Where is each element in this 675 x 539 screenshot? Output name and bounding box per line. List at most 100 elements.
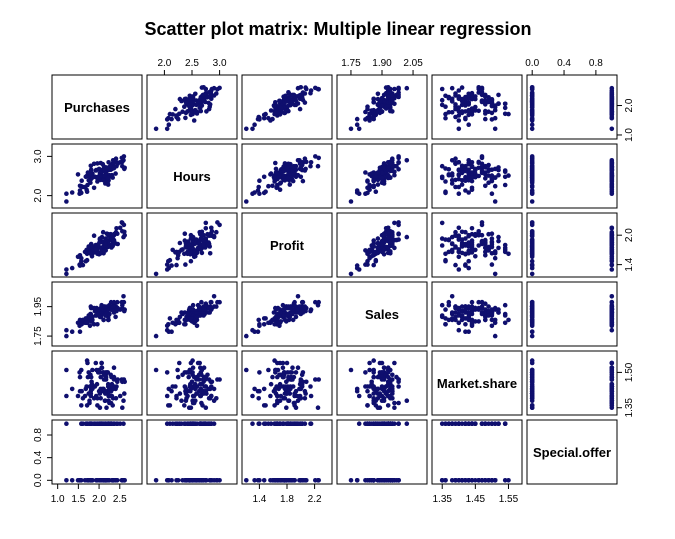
data-point: [166, 258, 171, 264]
data-point: [371, 386, 377, 392]
data-point: [529, 122, 535, 127]
panel-frame: [431, 212, 523, 278]
panel-special-offer-vs-profit: [241, 419, 333, 485]
data-point: [476, 86, 482, 92]
data-point: [443, 179, 448, 184]
data-point: [295, 421, 300, 427]
data-point: [207, 251, 213, 256]
data-point: [290, 92, 295, 98]
diagonal-label-sales: Sales: [365, 307, 399, 322]
data-point: [109, 172, 115, 178]
data-point: [268, 171, 274, 176]
data-point: [79, 478, 84, 483]
data-point: [64, 199, 69, 204]
data-point: [179, 398, 184, 404]
data-point: [483, 94, 488, 99]
data-point: [122, 229, 127, 235]
panel-hours-vs-market-share: [431, 143, 523, 209]
data-point: [308, 384, 313, 389]
data-point: [502, 302, 508, 308]
data-point: [486, 168, 491, 174]
data-point: [363, 370, 368, 375]
data-point: [281, 110, 287, 116]
data-point: [476, 299, 482, 305]
data-point: [121, 421, 126, 427]
data-point: [371, 478, 377, 483]
tick-label: 1.4: [624, 257, 635, 271]
data-point: [463, 262, 468, 267]
data-point: [166, 322, 171, 327]
data-point: [277, 98, 283, 104]
panel-frame: [431, 74, 523, 140]
data-point: [290, 165, 295, 170]
data-point: [479, 98, 485, 104]
data-point: [170, 320, 175, 326]
data-point: [463, 478, 468, 483]
data-point: [529, 170, 535, 175]
data-point: [375, 236, 381, 241]
data-point: [443, 307, 448, 312]
data-point: [479, 232, 485, 238]
data-point: [257, 370, 262, 375]
data-point: [492, 307, 498, 312]
panel-frame: [146, 143, 238, 209]
data-point: [268, 393, 273, 399]
data-point: [206, 90, 212, 95]
data-point: [119, 220, 125, 225]
data-point: [371, 96, 377, 102]
data-point: [95, 421, 100, 427]
tick-label: 1.55: [499, 494, 519, 505]
data-point: [299, 381, 305, 387]
data-point: [166, 115, 171, 121]
data-point: [107, 400, 112, 406]
data-point: [284, 405, 289, 411]
data-point: [193, 241, 198, 246]
data-point: [609, 311, 615, 317]
data-point: [170, 384, 175, 389]
data-point: [453, 262, 458, 268]
data-point: [174, 393, 179, 399]
data-point: [609, 175, 615, 181]
data-point: [77, 262, 82, 267]
data-point: [483, 253, 488, 258]
tick-label: 0.0: [525, 58, 539, 69]
panel-profit-vs-hours: [146, 212, 238, 278]
data-point: [215, 87, 220, 92]
data-point: [443, 166, 448, 171]
data-point: [308, 307, 314, 312]
data-point: [483, 102, 488, 107]
data-point: [489, 175, 495, 181]
data-point: [443, 93, 448, 99]
data-point: [298, 377, 304, 382]
data-point: [290, 317, 296, 323]
panel-profit-vs-sales: [336, 212, 428, 278]
data-point: [186, 242, 192, 247]
data-point: [609, 191, 615, 196]
data-point: [105, 381, 111, 387]
data-point: [371, 244, 377, 249]
diagonal-label-hours: Hours: [173, 169, 211, 184]
data-point: [200, 403, 205, 408]
panel-hours-vs-profit: [241, 143, 333, 209]
tick-label: 0.0: [33, 473, 44, 487]
data-point: [483, 183, 488, 189]
data-point: [371, 262, 377, 268]
data-point: [84, 320, 89, 326]
data-point: [302, 168, 308, 173]
data-point: [89, 381, 95, 387]
data-point: [502, 245, 508, 251]
panel-frame: [51, 212, 143, 278]
data-point: [446, 421, 452, 427]
data-point: [473, 253, 478, 259]
panel-profit-vs-special-offer: [526, 212, 618, 278]
data-point: [297, 478, 302, 483]
data-point: [91, 305, 97, 311]
panel-frame: [431, 143, 523, 209]
data-point: [456, 254, 462, 260]
data-point: [463, 304, 468, 309]
data-point: [469, 112, 475, 117]
data-point: [404, 158, 410, 163]
data-point: [198, 381, 203, 387]
panel-special-offer-vs-market-share: [431, 419, 523, 485]
data-point: [211, 233, 217, 239]
